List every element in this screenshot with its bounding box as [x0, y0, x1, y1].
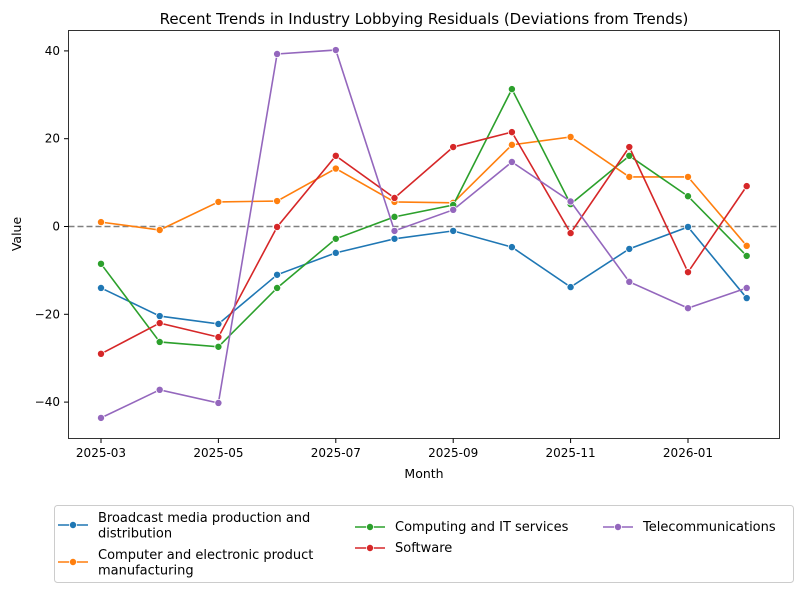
series-0-point	[566, 283, 575, 292]
series-3-point	[331, 151, 340, 160]
x-axis-label: Month	[404, 466, 443, 481]
series-3-line	[100, 131, 748, 355]
x-tick-label: 2025-03	[76, 446, 126, 460]
legend-swatch-marker	[365, 544, 374, 553]
series-3-point	[155, 319, 164, 328]
series-3-point	[97, 349, 106, 358]
plot-frame	[68, 30, 780, 439]
series-0-point	[97, 283, 106, 292]
series-2-point	[97, 259, 106, 268]
series-1-point	[273, 197, 282, 206]
series-4-point	[273, 49, 282, 58]
series-1-line	[100, 136, 748, 247]
y-tick-label: −40	[35, 395, 60, 409]
series-2-point	[214, 342, 223, 351]
series-0-point	[390, 234, 399, 243]
chart-title: Recent Trends in Industry Lobbying Resid…	[160, 10, 689, 28]
series-4-point	[625, 277, 634, 286]
x-tick-label: 2026-01	[663, 446, 713, 460]
series-2-point	[155, 337, 164, 346]
x-tick-label: 2025-07	[311, 446, 361, 460]
legend-swatch-marker	[69, 558, 78, 567]
legend-entry-label: Computer and electronic product manufactu…	[98, 548, 313, 579]
series-3-point	[507, 128, 516, 137]
series-0-point	[449, 226, 458, 235]
series-2-point	[273, 283, 282, 292]
series-2-point	[390, 212, 399, 221]
series-1-point	[742, 241, 751, 250]
y-tick-label: 20	[45, 132, 60, 146]
series-3-point	[742, 182, 751, 191]
series-3-point	[214, 333, 223, 342]
series-0-point	[625, 244, 634, 253]
series-4-point	[449, 205, 458, 214]
series-3-point	[684, 268, 693, 277]
series-4-point	[155, 385, 164, 394]
series-2-point	[742, 251, 751, 260]
series-3-point	[390, 193, 399, 202]
y-tick-label: 0	[52, 220, 60, 234]
series-0-point	[214, 319, 223, 328]
series-4-point	[566, 197, 575, 206]
series-2-point	[331, 234, 340, 243]
x-tick-label: 2025-05	[193, 446, 243, 460]
series-4-point	[742, 283, 751, 292]
series-1-point	[214, 197, 223, 206]
x-tick-label: 2025-11	[546, 446, 596, 460]
series-4-point	[390, 226, 399, 235]
series-4-point	[214, 398, 223, 407]
series-2-point	[507, 85, 516, 94]
series-0-line	[100, 225, 748, 325]
legend: Broadcast media production and distributi…	[54, 505, 794, 583]
series-4-point	[507, 157, 516, 166]
series-3-point	[273, 222, 282, 231]
legend-swatch-marker	[365, 523, 374, 532]
series-1-point	[507, 140, 516, 149]
series-0-point	[155, 312, 164, 321]
x-tick-label: 2025-09	[428, 446, 478, 460]
y-tick-label: 40	[45, 44, 60, 58]
y-tick-label: −20	[35, 307, 60, 321]
series-0-point	[684, 222, 693, 231]
y-axis-label: Value	[9, 217, 24, 252]
legend-entry-label: Computing and IT services	[395, 520, 569, 535]
legend-frame	[54, 505, 794, 583]
series-1-point	[684, 172, 693, 181]
series-4-line	[100, 49, 747, 419]
series-4-point	[684, 304, 693, 313]
legend-entry-label: Broadcast media production and distributi…	[98, 511, 310, 542]
series-1-point	[97, 218, 106, 227]
legend-entry-label: Telecommunications	[642, 520, 776, 535]
series-1-point	[331, 164, 340, 173]
series-2-point	[684, 192, 693, 201]
series-0-point	[273, 270, 282, 279]
legend-swatch-marker	[614, 523, 623, 532]
series-3-point	[566, 229, 575, 238]
series-3-point	[449, 143, 458, 152]
series-0-point	[507, 243, 516, 252]
series-1-point	[625, 172, 634, 181]
series-3-point	[625, 143, 634, 152]
series-1-point	[566, 132, 575, 141]
series-4-point	[97, 413, 106, 422]
series-0-point	[742, 294, 751, 303]
series-4-point	[331, 46, 340, 55]
series-1-point	[155, 226, 164, 235]
series-2-line	[100, 87, 748, 348]
legend-swatch-marker	[69, 521, 78, 530]
series-0-point	[331, 248, 340, 257]
legend-entry-label: Software	[395, 541, 452, 556]
